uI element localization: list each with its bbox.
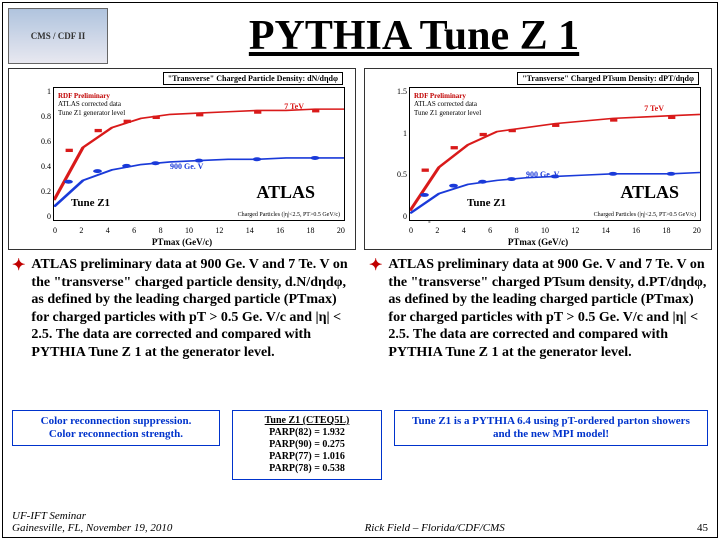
plot-left: "Transverse" Charged Particle Density: d… <box>8 68 356 250</box>
xtick: 0 <box>409 226 413 235</box>
ytick: 1 <box>33 87 51 96</box>
plot-right-xticks: 0 2 4 6 8 10 12 14 16 18 20 <box>409 226 701 235</box>
series-900gev-label: 900 Ge. V <box>170 162 203 171</box>
legend-line: Tune Z1 generator level <box>414 109 481 117</box>
plot-right-tune-label: Tune Z1 <box>465 197 508 209</box>
callout-left-line: Color reconnection strength. <box>21 428 211 441</box>
footer-left: UF-IFT Seminar Gainesville, FL, November… <box>12 510 172 534</box>
plot-left-atlas-label: ATLAS <box>256 182 315 203</box>
plot-right-titlebox: "Transverse" Charged PTsum Density: dPT/… <box>517 72 699 85</box>
xtick: 16 <box>276 226 284 235</box>
legend-line: Tune Z1 generator level <box>58 109 125 117</box>
plot-left-legend: RDF Preliminary ATLAS corrected data Tun… <box>58 92 125 117</box>
callout-center-line: PARP(90) = 0.275 <box>241 439 373 451</box>
body-right-text: ATLAS preliminary data at 900 Ge. V and … <box>388 256 708 361</box>
body-left-text: ATLAS preliminary data at 900 Ge. V and … <box>31 256 351 361</box>
legend-line: RDF Preliminary <box>414 92 481 100</box>
callout-row: Color reconnection suppression. Color re… <box>12 410 708 480</box>
xtick: 6 <box>488 226 492 235</box>
callout-center: Tune Z1 (CTEQ5L) PARP(82) = 1.932 PARP(9… <box>232 410 382 480</box>
ytick: 0.4 <box>33 162 51 171</box>
xtick: 2 <box>435 226 439 235</box>
plot-right-legend: RDF Preliminary ATLAS corrected data Tun… <box>414 92 481 117</box>
legend-line: ATLAS corrected data <box>58 100 125 108</box>
title-row: CMS / CDF II PYTHIA Tune Z 1 <box>8 6 712 66</box>
xtick: 6 <box>132 226 136 235</box>
ytick: 0.2 <box>33 187 51 196</box>
xtick: 4 <box>106 226 110 235</box>
footer: UF-IFT Seminar Gainesville, FL, November… <box>12 510 708 534</box>
xtick: 18 <box>307 226 315 235</box>
xtick: 8 <box>159 226 163 235</box>
body-left: ✦ ATLAS preliminary data at 900 Ge. V an… <box>12 256 351 361</box>
callout-center-line: PARP(82) = 1.932 <box>241 427 373 439</box>
ytick: 0.6 <box>33 137 51 146</box>
ytick: 1.5 <box>389 87 407 96</box>
ytick: 0 <box>33 212 51 221</box>
xtick: 2 <box>79 226 83 235</box>
plot-right-subcaption: Charged Particles (|η|<2.5, PT>0.5 GeV/c… <box>594 212 696 218</box>
body-right: ✦ ATLAS preliminary data at 900 Ge. V an… <box>369 256 708 361</box>
callout-center-title: Tune Z1 (CTEQ5L) <box>241 415 373 427</box>
bullet-icon: ✦ <box>369 256 382 361</box>
xtick: 12 <box>215 226 223 235</box>
callout-right: Tune Z1 is a PYTHIA 6.4 using pT-ordered… <box>394 410 708 446</box>
logo-box: CMS / CDF II <box>8 8 108 64</box>
xtick: 0 <box>53 226 57 235</box>
callout-left: Color reconnection suppression. Color re… <box>12 410 220 446</box>
plot-left-subcaption: Charged Particles (|η|<2.5, PT>0.5 GeV/c… <box>238 212 340 218</box>
footer-left-line2: Gainesville, FL, November 19, 2010 <box>12 522 172 534</box>
legend-line: ATLAS corrected data <box>414 100 481 108</box>
ytick: 0.8 <box>33 112 51 121</box>
plots-row: "Transverse" Charged Particle Density: d… <box>8 68 712 250</box>
callout-center-line: PARP(78) = 0.538 <box>241 463 373 475</box>
plot-right-yticks: 0 0.5 1 1.5 <box>389 87 407 221</box>
xtick: 12 <box>571 226 579 235</box>
xtick: 16 <box>632 226 640 235</box>
plot-left-yticks: 0 0.2 0.4 0.6 0.8 1 <box>33 87 51 221</box>
series-900gev-label: 900 Ge. V <box>526 170 559 179</box>
xtick: 20 <box>693 226 701 235</box>
xtick: 10 <box>185 226 193 235</box>
xtick: 14 <box>246 226 254 235</box>
xtick: 10 <box>541 226 549 235</box>
plot-right: "Transverse" Charged PTsum Density: dPT/… <box>364 68 712 250</box>
xtick: 8 <box>515 226 519 235</box>
plot-right-atlas-label: ATLAS <box>620 182 679 203</box>
plot-left-xlabel: PTmax (GeV/c) <box>152 237 212 247</box>
legend-line: RDF Preliminary <box>58 92 125 100</box>
xtick: 14 <box>602 226 610 235</box>
series-7tev-label: 7 TeV <box>644 104 664 113</box>
ytick: 0.5 <box>389 170 407 179</box>
xtick: 4 <box>462 226 466 235</box>
xtick: 18 <box>663 226 671 235</box>
plot-left-tune-label: Tune Z1 <box>69 197 112 209</box>
body-row: ✦ ATLAS preliminary data at 900 Ge. V an… <box>12 256 708 361</box>
callout-center-line: PARP(77) = 1.016 <box>241 451 373 463</box>
ytick: 0 <box>389 212 407 221</box>
ytick: 1 <box>389 129 407 138</box>
footer-center: Rick Field – Florida/CDF/CMS <box>172 522 697 534</box>
series-7tev-label: 7 TeV <box>284 102 304 111</box>
callout-left-line: Color reconnection suppression. <box>21 415 211 428</box>
xtick: 20 <box>337 226 345 235</box>
footer-page-number: 45 <box>697 522 708 534</box>
bullet-icon: ✦ <box>12 256 25 361</box>
slide-title: PYTHIA Tune Z 1 <box>116 12 712 60</box>
plot-left-titlebox: "Transverse" Charged Particle Density: d… <box>163 72 343 85</box>
plot-left-xticks: 0 2 4 6 8 10 12 14 16 18 20 <box>53 226 345 235</box>
plot-right-xlabel: PTmax (GeV/c) <box>508 237 568 247</box>
footer-left-line1: UF-IFT Seminar <box>12 510 172 522</box>
